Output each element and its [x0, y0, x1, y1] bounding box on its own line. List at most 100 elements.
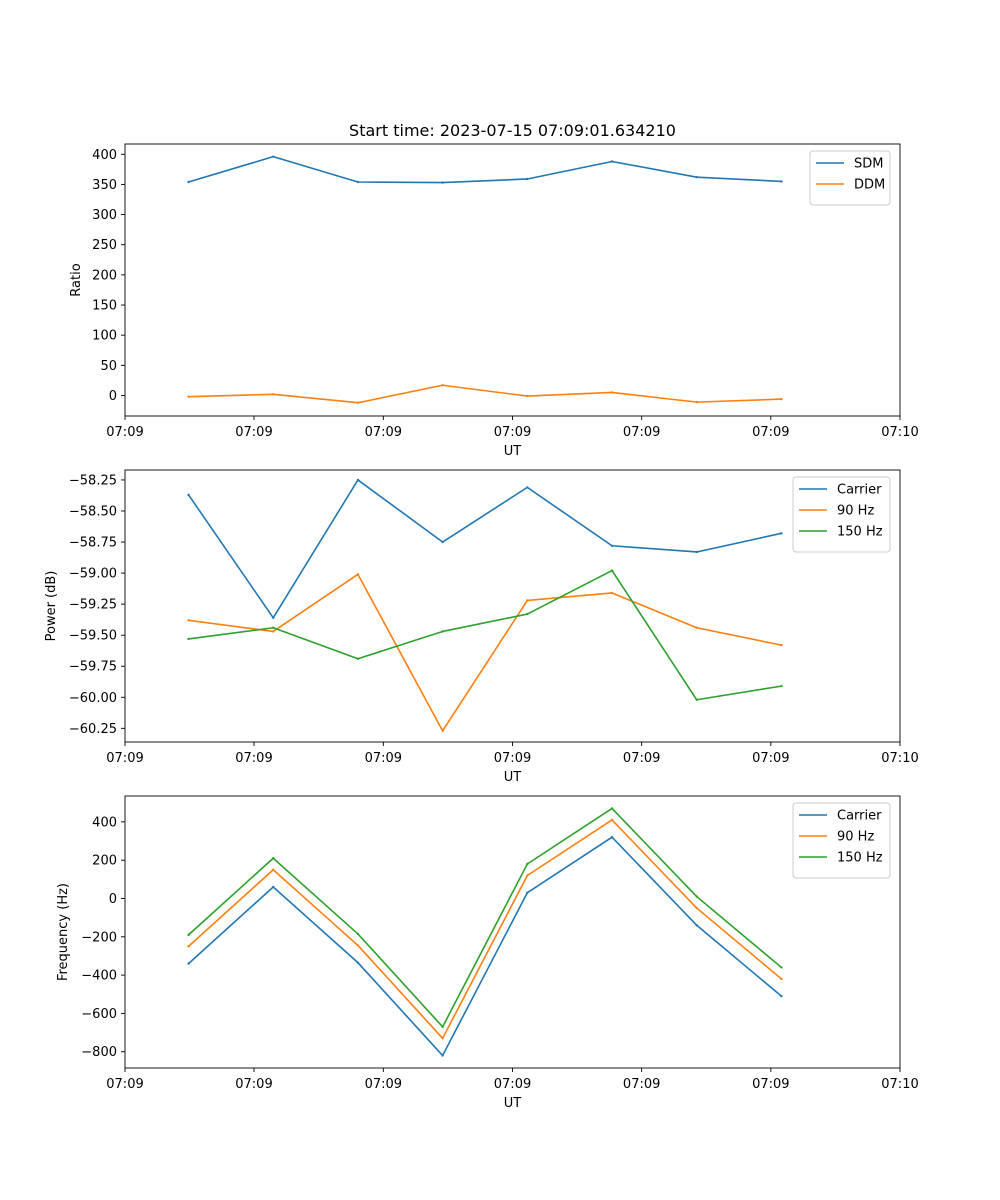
- power-data-point: [780, 684, 783, 688]
- ratio-legend-label: DDM: [854, 178, 885, 193]
- ratio-x-tick-label: 07:09: [752, 425, 789, 440]
- power-data-point: [695, 698, 698, 701]
- power-data-point: [441, 729, 444, 733]
- frequency-data-point: [441, 1037, 444, 1040]
- frequency-x-tick-label: 07:10: [881, 1077, 918, 1092]
- ratio-data-point: [610, 391, 614, 394]
- frequency-series-line-90-hz: [187, 819, 782, 1040]
- frequency-legend-box: [792, 802, 891, 879]
- ratio-x-tick-label: 07:09: [623, 425, 660, 440]
- ratio-x-axis-label: UT: [504, 444, 522, 459]
- frequency-x-tick-label: 07:09: [623, 1077, 660, 1092]
- frequency-x-tick-label: 07:09: [752, 1077, 789, 1092]
- frequency-data-point: [695, 924, 698, 927]
- ratio-x-tick-label: 07:09: [106, 425, 143, 440]
- ratio-y-tick-label: 200: [92, 268, 117, 283]
- ratio-data-point: [187, 180, 190, 184]
- frequency-y-tick-label: 0: [109, 892, 117, 907]
- ratio-x-tick-label: 07:10: [881, 425, 918, 440]
- power-x-tick-label: 07:09: [106, 751, 143, 766]
- ratio-data-point: [526, 394, 529, 398]
- frequency-data-point: [526, 862, 529, 866]
- ratio-y-tick-label: 150: [92, 299, 117, 314]
- frequency-data-point: [526, 874, 529, 877]
- frequency-data-point: [780, 966, 783, 969]
- frequency-data-point: [695, 895, 698, 898]
- power-x-tick-label: 07:09: [623, 751, 660, 766]
- power-data-point: [187, 637, 190, 641]
- power-y-tick-label: −59.50: [69, 629, 117, 644]
- frequency-data-point: [272, 868, 275, 871]
- frequency-x-axis-label: UT: [504, 1096, 522, 1111]
- frequency-data-point: [356, 944, 360, 947]
- ratio-data-point: [695, 175, 698, 179]
- power-legend: Carrier 90 Hz 150 Hz: [792, 476, 891, 553]
- power-legend-label: 90 Hz: [837, 504, 874, 519]
- power-legend-label: Carrier: [837, 483, 882, 498]
- frequency-y-tick-label: −400: [81, 969, 117, 984]
- figure-title: Start time: 2023-07-15 07:09:01.634210: [349, 121, 676, 140]
- frequency-data-point: [610, 818, 614, 822]
- power-series-line-90-hz: [188, 573, 782, 732]
- power-data-point: [272, 630, 275, 633]
- ratio-data-point: [441, 384, 444, 387]
- power-data-point: [695, 626, 698, 629]
- power-y-tick-label: −58.50: [69, 504, 117, 519]
- frequency-data-point: [356, 932, 360, 936]
- power-x-tick-label: 07:09: [365, 751, 402, 766]
- frequency-data-point: [526, 891, 529, 894]
- power-data-point: [780, 532, 783, 535]
- frequency-data-point: [610, 807, 614, 810]
- frequency-legend-label: 90 Hz: [837, 830, 874, 845]
- frequency-y-tick-label: 200: [92, 854, 117, 869]
- ratio-data-point: [356, 180, 360, 184]
- ratio-y-tick-label: 0: [109, 389, 117, 404]
- power-data-point: [526, 599, 529, 602]
- ratio-x-tick-label: 07:09: [235, 425, 272, 440]
- ratio-data-point: [356, 401, 360, 404]
- ratio-y-tick-label: 350: [92, 178, 117, 193]
- ratio-y-tick-label: 50: [100, 359, 117, 374]
- frequency-y-tick-label: 400: [92, 815, 117, 830]
- power-data-point: [187, 493, 190, 497]
- frequency-y-tick-label: −600: [81, 1007, 117, 1022]
- power-x-tick-label: 07:10: [881, 751, 918, 766]
- ratio-y-axis-label: Ratio: [69, 263, 84, 296]
- ratio-y-tick-label: 250: [92, 238, 117, 253]
- power-data-point: [695, 550, 698, 554]
- power-y-tick-label: −59.00: [69, 567, 117, 582]
- power-data-point: [780, 643, 783, 647]
- power-data-point: [441, 630, 444, 633]
- power-series-line-150-hz: [188, 569, 782, 701]
- ratio-y-tick-label: 400: [92, 148, 117, 163]
- frequency-x-tick-label: 07:09: [365, 1077, 402, 1092]
- ratio-data-point: [187, 395, 190, 398]
- frequency-data-point: [187, 945, 190, 948]
- power-data-point: [526, 486, 529, 489]
- power-data-point: [356, 657, 360, 660]
- frequency-data-point: [695, 906, 698, 910]
- ratio-data-point: [780, 180, 783, 183]
- ratio-data-point: [610, 160, 614, 163]
- power-data-point: [272, 626, 275, 629]
- power-data-point: [441, 540, 444, 544]
- ratio-panel: Start time: 2023-07-15 07:09:01.634210 0…: [69, 121, 919, 459]
- frequency-data-point: [272, 857, 275, 860]
- ratio-data-point: [272, 155, 275, 158]
- power-data-point: [610, 544, 614, 547]
- power-data-point: [610, 569, 614, 572]
- frequency-data-point: [187, 962, 190, 965]
- frequency-legend-label: 150 Hz: [837, 851, 883, 866]
- frequency-data-point: [187, 933, 190, 937]
- frequency-legend: Carrier 90 Hz 150 Hz: [792, 802, 891, 879]
- power-y-tick-label: −59.25: [69, 598, 117, 613]
- power-data-point: [356, 478, 360, 482]
- frequency-series-line-150-hz: [187, 807, 782, 1028]
- frequency-data-point: [441, 1054, 444, 1057]
- frequency-data-point: [441, 1025, 444, 1029]
- power-series-line-carrier: [187, 479, 782, 619]
- frequency-x-tick-label: 07:09: [106, 1077, 143, 1092]
- power-y-tick-label: −58.25: [69, 473, 117, 488]
- power-y-axis-label: Power (dB): [44, 571, 59, 642]
